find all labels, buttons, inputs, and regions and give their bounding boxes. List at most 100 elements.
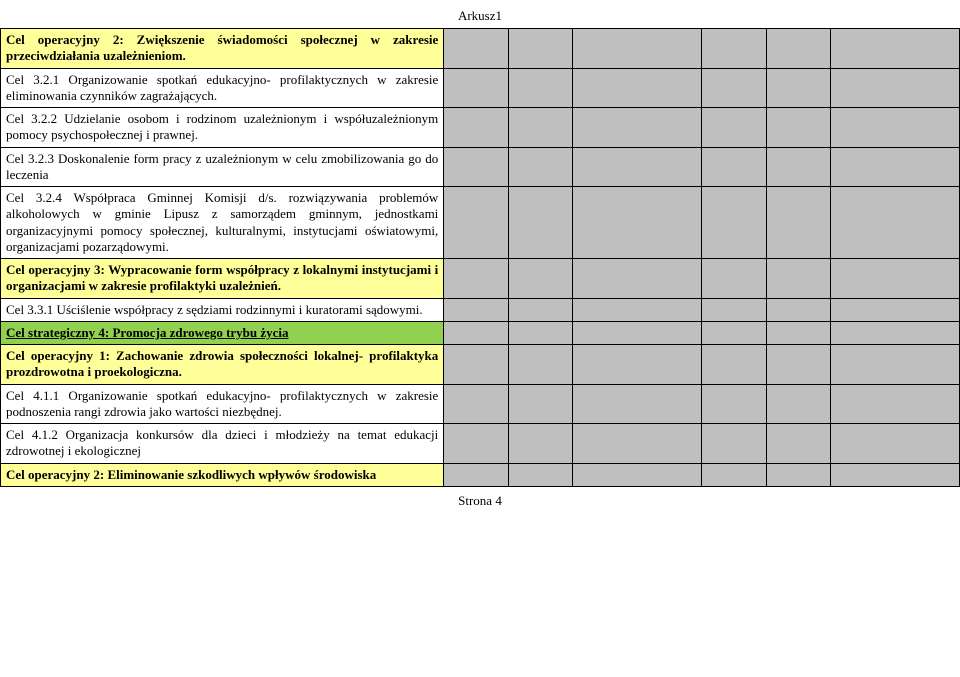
empty-cell [831,298,960,321]
empty-cell [508,108,572,148]
empty-cell [573,384,702,424]
page: Arkusz1 Cel operacyjny 2: Zwiększenie św… [0,0,960,529]
table-row: Cel operacyjny 2: Zwiększenie świadomośc… [1,29,960,69]
sheet-title: Arkusz1 [0,8,960,24]
empty-cell [508,68,572,108]
row-description: Cel operacyjny 1: Zachowanie zdrowia spo… [1,345,444,385]
empty-cell [702,321,766,344]
table-row: Cel 4.1.1 Organizowanie spotkań edukacyj… [1,384,960,424]
row-description: Cel operacyjny 2: Zwiększenie świadomośc… [1,29,444,69]
empty-cell [508,345,572,385]
empty-cell [444,298,508,321]
empty-cell [831,108,960,148]
empty-cell [573,321,702,344]
empty-cell [702,259,766,299]
empty-cell [831,147,960,187]
empty-cell [702,384,766,424]
row-description: Cel operacyjny 2: Eliminowanie szkodliwy… [1,463,444,486]
row-description: Cel 3.2.1 Organizowanie spotkań edukacyj… [1,68,444,108]
row-description: Cel 3.2.3 Doskonalenie form pracy z uzal… [1,147,444,187]
empty-cell [702,345,766,385]
table-row: Cel 3.2.2 Udzielanie osobom i rodzinom u… [1,108,960,148]
table-row: Cel 3.3.1 Uściślenie współpracy z sędzia… [1,298,960,321]
plan-table: Cel operacyjny 2: Zwiększenie świadomośc… [0,28,960,487]
empty-cell [766,424,830,464]
empty-cell [508,298,572,321]
empty-cell [766,321,830,344]
row-description: Cel 3.3.1 Uściślenie współpracy z sędzia… [1,298,444,321]
empty-cell [444,424,508,464]
table-row: Cel operacyjny 3: Wypracowanie form wspó… [1,259,960,299]
empty-cell [831,321,960,344]
empty-cell [702,463,766,486]
row-description: Cel operacyjny 3: Wypracowanie form wspó… [1,259,444,299]
empty-cell [444,147,508,187]
page-footer: Strona 4 [0,493,960,509]
empty-cell [444,108,508,148]
empty-cell [444,321,508,344]
empty-cell [702,68,766,108]
empty-cell [573,108,702,148]
empty-cell [766,147,830,187]
empty-cell [702,29,766,69]
empty-cell [573,298,702,321]
row-description: Cel 3.2.4 Współpraca Gminnej Komisji d/s… [1,187,444,259]
empty-cell [573,463,702,486]
empty-cell [831,187,960,259]
empty-cell [766,298,830,321]
empty-cell [444,384,508,424]
empty-cell [508,29,572,69]
empty-cell [766,259,830,299]
empty-cell [766,384,830,424]
empty-cell [444,29,508,69]
empty-cell [702,298,766,321]
table-row: Cel operacyjny 1: Zachowanie zdrowia spo… [1,345,960,385]
table-row: Cel 3.2.1 Organizowanie spotkań edukacyj… [1,68,960,108]
empty-cell [508,259,572,299]
empty-cell [573,187,702,259]
table-row: Cel strategiczny 4: Promocja zdrowego tr… [1,321,960,344]
empty-cell [508,424,572,464]
empty-cell [831,259,960,299]
empty-cell [444,68,508,108]
table-row: Cel 4.1.2 Organizacja konkursów dla dzie… [1,424,960,464]
empty-cell [766,345,830,385]
empty-cell [508,187,572,259]
empty-cell [702,424,766,464]
empty-cell [766,463,830,486]
empty-cell [444,187,508,259]
empty-cell [831,68,960,108]
empty-cell [573,424,702,464]
empty-cell [702,147,766,187]
empty-cell [831,384,960,424]
empty-cell [573,147,702,187]
empty-cell [831,424,960,464]
table-row: Cel 3.2.4 Współpraca Gminnej Komisji d/s… [1,187,960,259]
empty-cell [573,259,702,299]
empty-cell [831,463,960,486]
row-description: Cel 4.1.1 Organizowanie spotkań edukacyj… [1,384,444,424]
empty-cell [508,463,572,486]
empty-cell [573,68,702,108]
row-description: Cel 4.1.2 Organizacja konkursów dla dzie… [1,424,444,464]
empty-cell [508,384,572,424]
table-row: Cel 3.2.3 Doskonalenie form pracy z uzal… [1,147,960,187]
row-description: Cel strategiczny 4: Promocja zdrowego tr… [1,321,444,344]
empty-cell [573,29,702,69]
empty-cell [508,147,572,187]
empty-cell [702,187,766,259]
empty-cell [573,345,702,385]
empty-cell [444,463,508,486]
empty-cell [831,29,960,69]
empty-cell [766,108,830,148]
empty-cell [508,321,572,344]
empty-cell [444,259,508,299]
empty-cell [444,345,508,385]
empty-cell [702,108,766,148]
table-row: Cel operacyjny 2: Eliminowanie szkodliwy… [1,463,960,486]
empty-cell [831,345,960,385]
empty-cell [766,187,830,259]
empty-cell [766,29,830,69]
empty-cell [766,68,830,108]
row-description: Cel 3.2.2 Udzielanie osobom i rodzinom u… [1,108,444,148]
